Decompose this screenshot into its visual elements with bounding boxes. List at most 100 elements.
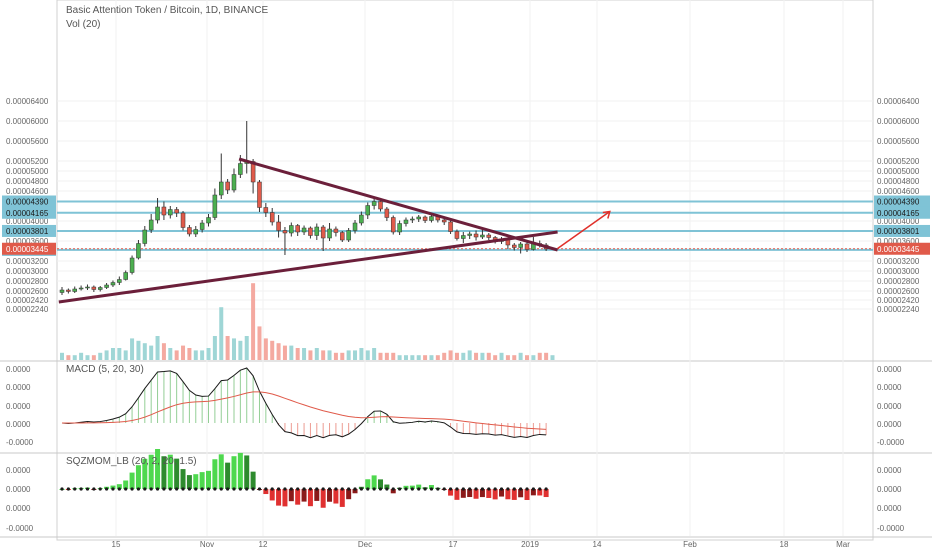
sqz-bar <box>161 456 167 489</box>
macd-y-tick-right: 0.0000 <box>877 383 902 392</box>
sqz-bar <box>225 462 231 489</box>
chart-title: Basic Attention Token / Bitcoin, 1D, BIN… <box>66 5 269 16</box>
volume-bar <box>238 340 243 360</box>
sqz-dot <box>378 487 383 491</box>
level-label-right: 0.00003801 <box>877 227 920 236</box>
candle-body <box>518 243 523 248</box>
sqz-bar <box>333 489 339 504</box>
volume-bar <box>537 352 542 360</box>
sqz-dot <box>347 487 351 491</box>
sqz-dot <box>187 487 191 491</box>
sqz-y-tick-right: 0.0000 <box>877 504 902 513</box>
sqz-dot <box>525 487 529 491</box>
level-tag-left <box>2 206 56 219</box>
sqz-dot <box>404 487 408 491</box>
sqzmom-label: SQZMOM_LB (20, 2, 20, 1.5) <box>66 456 197 467</box>
sqz-dot <box>391 487 395 491</box>
sqz-dot <box>353 487 357 491</box>
y-tick-left: 0.00004600 <box>6 187 49 196</box>
macd-y-tick-left: 0.0000 <box>6 365 31 374</box>
candle-body <box>91 286 97 290</box>
sqz-dot <box>442 487 446 491</box>
y-tick-left: 0.00002800 <box>6 277 49 286</box>
sqz-bar <box>505 489 511 500</box>
sqz-dot <box>79 487 83 491</box>
sqz-bar <box>384 484 390 489</box>
sqz-bar <box>339 489 345 507</box>
sqz-dot <box>359 487 363 491</box>
sqz-bar <box>231 456 237 489</box>
candle-body <box>193 229 199 235</box>
candle-body <box>174 209 179 214</box>
sqz-dot <box>315 487 319 491</box>
candle-body <box>199 222 205 230</box>
volume-bar <box>416 355 421 360</box>
candle-body <box>72 288 77 292</box>
projection-arrow <box>557 210 611 250</box>
sqz-y-tick-left: 0.0000 <box>6 466 31 475</box>
volume-bar <box>295 348 300 360</box>
volume-bar <box>66 355 71 360</box>
sqz-dot <box>73 487 77 491</box>
sqz-dot <box>66 487 70 491</box>
candle-body <box>454 231 460 239</box>
volume-bar <box>72 355 77 360</box>
volume-bar <box>181 345 186 360</box>
volume-bar <box>378 352 383 360</box>
y-tick-left: 0.00005600 <box>6 137 49 146</box>
volume-bar <box>525 355 530 360</box>
sqz-dot <box>308 487 313 491</box>
volume-bar <box>289 345 294 360</box>
volume-bar <box>340 352 345 360</box>
y-tick-right: 0.00003200 <box>877 257 920 266</box>
volume-bar <box>550 355 555 360</box>
sqz-dot <box>175 487 179 491</box>
level-tag-right <box>874 224 930 237</box>
candle-body <box>161 206 167 216</box>
candle-body <box>422 216 428 221</box>
y-tick-right: 0.00003000 <box>877 267 920 276</box>
x-tick: Mar <box>836 540 850 549</box>
sqz-bar <box>409 485 415 489</box>
volume-bar <box>544 352 549 360</box>
volume-bar <box>155 336 160 360</box>
volume-bar <box>333 352 338 360</box>
sqz-bar <box>307 489 313 507</box>
level-tag-right <box>874 195 930 208</box>
y-tick-left: 0.00003200 <box>6 257 49 266</box>
sqz-dot <box>60 487 64 491</box>
candle-body <box>187 227 192 235</box>
sqz-dot <box>130 487 134 491</box>
sqz-dot <box>327 487 332 491</box>
candle-body <box>333 228 339 233</box>
sqz-bar <box>473 489 479 499</box>
sqz-bar <box>378 479 383 489</box>
macd-line <box>61 367 547 439</box>
volume-bar <box>442 352 447 360</box>
sqz-bar <box>460 489 466 498</box>
candle-body <box>308 227 313 236</box>
candle-body <box>371 201 377 206</box>
volume-bar <box>200 350 205 360</box>
trendline <box>58 230 558 304</box>
candle-body <box>403 219 409 224</box>
sqz-dot <box>519 487 523 491</box>
last-price-label-right: 0.00003445 <box>877 245 920 254</box>
sqz-dot <box>283 487 287 491</box>
sqz-y-tick-right: 0.0000 <box>877 466 902 475</box>
y-tick-right: 0.00003600 <box>877 237 920 246</box>
x-tick: Dec <box>358 540 372 549</box>
sqz-dot <box>366 487 370 491</box>
volume-label: Vol (20) <box>66 19 101 30</box>
sqz-bar <box>288 489 294 502</box>
volume-bar <box>257 326 262 360</box>
y-tick-right: 0.00002800 <box>877 277 920 286</box>
candle-body <box>59 289 65 293</box>
sqz-bar <box>511 489 517 500</box>
sqz-dot <box>512 487 516 491</box>
macd-y-tick-right: 0.0000 <box>877 402 902 411</box>
level-label-left: 0.00004165 <box>6 209 49 218</box>
sqz-bar <box>199 472 205 489</box>
candle-body <box>352 222 358 231</box>
